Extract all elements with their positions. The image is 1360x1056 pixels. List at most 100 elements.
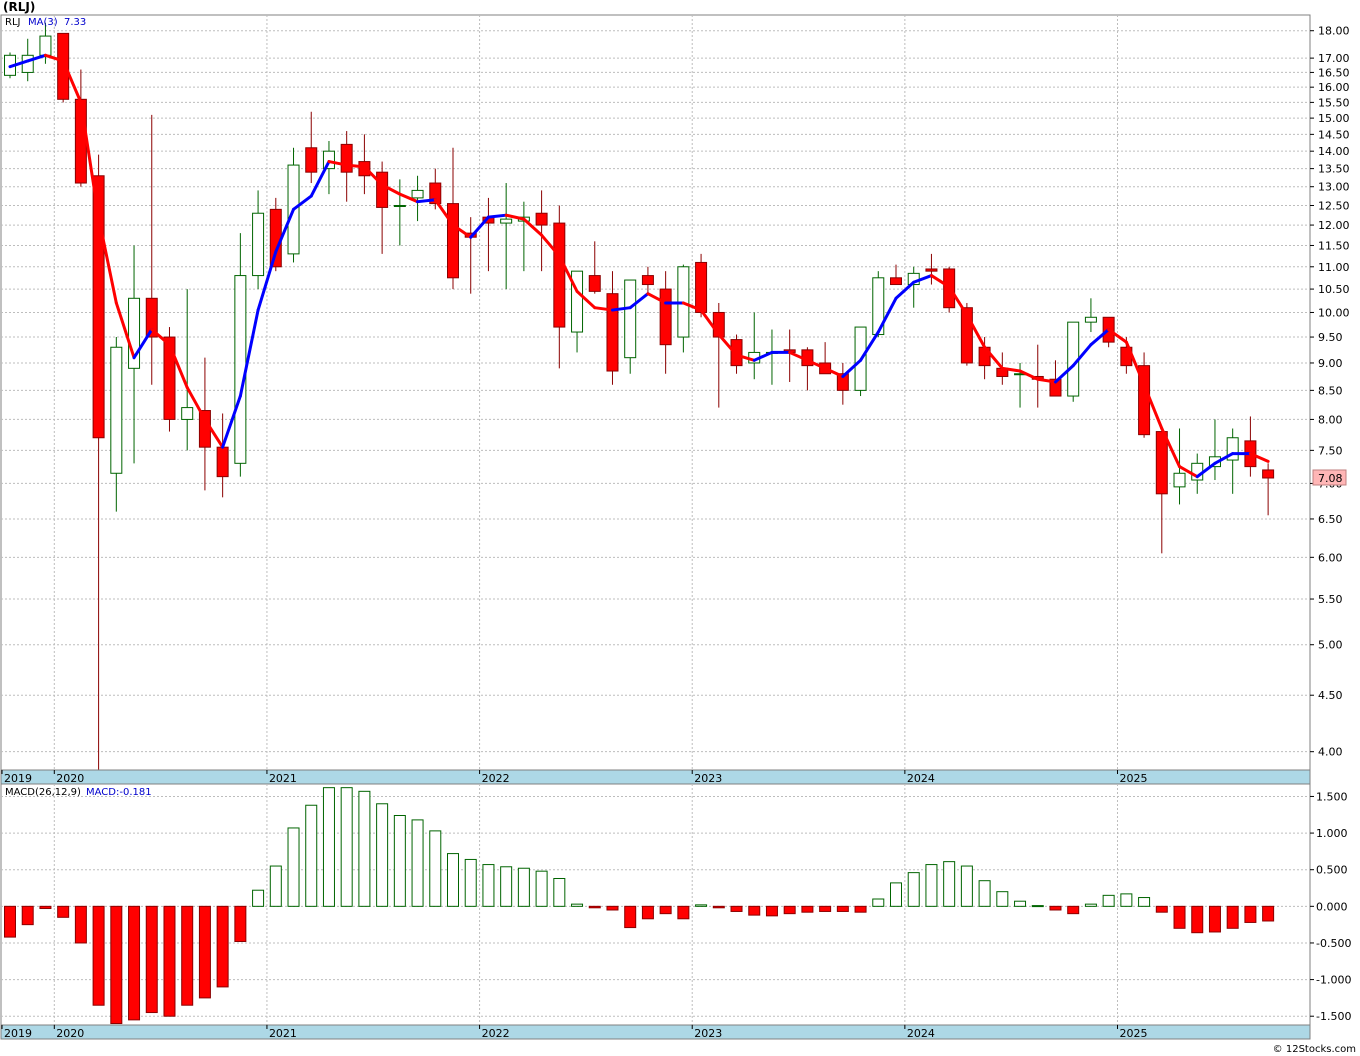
- candle: [92, 154, 105, 770]
- ma-segment: [43, 53, 65, 63]
- price-tick-label: 15.00: [1318, 112, 1350, 125]
- ma-segment: [699, 308, 721, 337]
- macd-bar: [1084, 903, 1097, 907]
- macd-bar: [943, 861, 956, 907]
- macd-tick-label: 1.500: [1316, 790, 1348, 803]
- candle-body: [553, 222, 566, 328]
- macd-bar: [624, 905, 637, 929]
- candle-body: [1173, 472, 1186, 488]
- macd-bar: [1208, 905, 1221, 933]
- last-price-box: [1312, 469, 1347, 486]
- candle-body: [1226, 437, 1239, 461]
- price-tick-label: 5.00: [1318, 639, 1343, 652]
- ma-segment: [292, 194, 313, 211]
- candle: [500, 183, 513, 290]
- macd-bar: [198, 905, 211, 999]
- ma-segment: [97, 215, 118, 305]
- candle: [447, 147, 459, 290]
- candle-body: [393, 205, 406, 208]
- watermark: © 12Stocks.com: [1273, 1044, 1356, 1055]
- price-tick-label: 16.00: [1318, 81, 1350, 94]
- candle-body: [21, 54, 34, 73]
- ma-segment: [1089, 328, 1111, 347]
- candle: [890, 264, 902, 286]
- price-tick-label: 11.50: [1318, 239, 1350, 252]
- ma-segment: [114, 301, 136, 360]
- macd-bar: [765, 905, 778, 917]
- candle: [429, 168, 442, 210]
- ma-segment: [398, 192, 420, 204]
- ma-segment: [203, 417, 225, 449]
- year-label: 2021: [269, 772, 297, 785]
- candle-body: [535, 212, 548, 226]
- macd-bar: [128, 905, 141, 1021]
- macd-bar: [890, 882, 902, 907]
- ma-segment: [735, 353, 756, 362]
- ma-segment: [380, 183, 402, 196]
- last-price-label: 7.08: [1318, 472, 1343, 485]
- year-label: 2019: [4, 1027, 32, 1040]
- macd-bar: [996, 891, 1009, 907]
- candle: [1226, 428, 1239, 494]
- macd-bar: [429, 830, 442, 907]
- candle-body: [128, 297, 141, 369]
- ma-segment: [628, 292, 650, 310]
- candle: [624, 279, 637, 374]
- ma-segment: [947, 285, 969, 317]
- candle-body: [836, 373, 849, 391]
- candle-body: [1155, 431, 1168, 495]
- price-tick-label: 8.00: [1318, 413, 1343, 426]
- price-tick-label: 9.00: [1318, 357, 1343, 370]
- price-tick-label: 17.00: [1318, 52, 1350, 65]
- candle-body: [92, 175, 105, 439]
- macd-bar: [748, 905, 761, 916]
- macd-legend-label: MACD(26,12,9): [5, 787, 81, 798]
- candle-body: [429, 182, 442, 205]
- price-tick-label: 11.00: [1318, 261, 1350, 274]
- macd-bar: [110, 905, 123, 1025]
- price-panel: 4.004.505.005.506.006.507.007.508.008.50…: [0, 14, 1350, 771]
- macd-bar: [57, 905, 70, 918]
- macd-bar: [1067, 905, 1080, 915]
- candle-body: [110, 346, 123, 474]
- candle: [252, 190, 265, 290]
- macd-bar: [854, 905, 867, 913]
- ma-segment: [1071, 343, 1093, 368]
- ma-segment: [894, 280, 916, 300]
- candle-body: [624, 279, 637, 359]
- candlesticks: [4, 22, 1275, 770]
- macd-bar: [269, 865, 282, 907]
- year-label: 2024: [907, 772, 935, 785]
- candle: [1262, 463, 1275, 516]
- candle: [376, 161, 389, 254]
- candle: [145, 114, 158, 385]
- price-grid: [1, 15, 1310, 770]
- ma-segment: [983, 345, 1004, 370]
- ma-segment: [805, 358, 827, 370]
- candle: [305, 111, 318, 184]
- macd-tick-label: -1.000: [1316, 974, 1351, 987]
- ma-segment: [309, 160, 331, 198]
- macd-legend: MACD(26,12,9) MACD:-0.181: [5, 787, 152, 798]
- candle: [641, 266, 654, 294]
- candle-body: [411, 189, 424, 199]
- year-label: 2022: [482, 1027, 510, 1040]
- candle-body: [659, 288, 672, 346]
- ma-segment: [912, 274, 933, 284]
- macd-bar: [819, 905, 832, 912]
- ma-segment: [1195, 461, 1217, 479]
- ma-segment: [610, 306, 632, 312]
- ma-segment: [469, 215, 490, 239]
- ma-segment: [929, 274, 951, 289]
- candle-body: [39, 35, 52, 56]
- candle-body: [322, 150, 335, 170]
- macd-bar: [1138, 897, 1151, 907]
- macd-bar: [517, 867, 530, 907]
- candle-body: [1262, 469, 1275, 479]
- candle-body: [181, 407, 194, 420]
- macd-bar: [322, 787, 335, 907]
- price-tick-label: 6.50: [1318, 513, 1343, 526]
- macd-bar: [74, 905, 87, 944]
- candle-body: [163, 336, 176, 420]
- macd-bar: [907, 872, 920, 907]
